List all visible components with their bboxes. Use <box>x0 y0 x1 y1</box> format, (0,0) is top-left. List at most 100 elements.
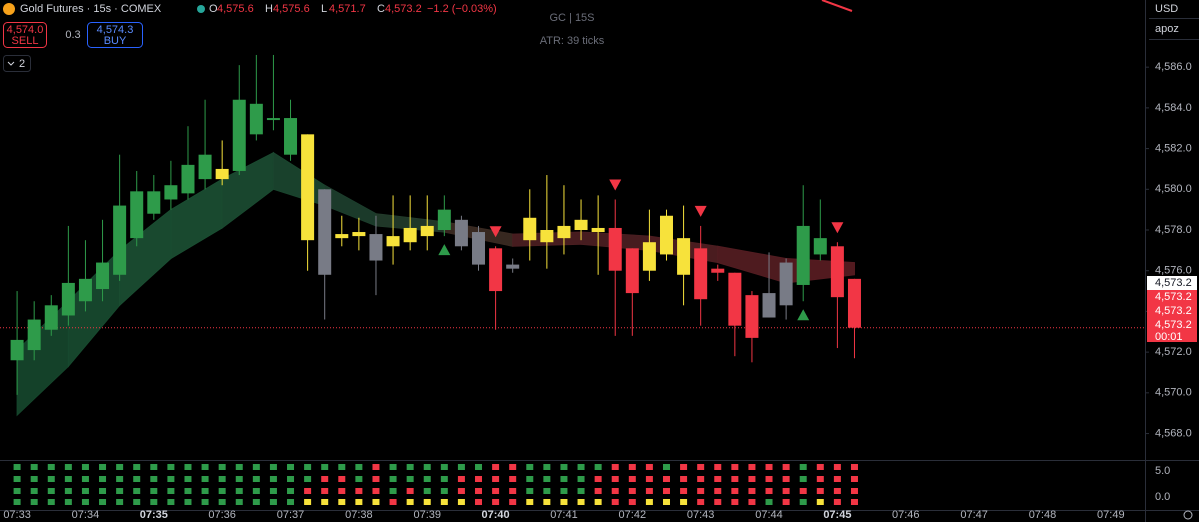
indicator-dot <box>594 476 602 482</box>
indicators-toggle[interactable] <box>3 55 31 72</box>
x-tick-label: 07:45 <box>823 509 851 521</box>
indicator-dot <box>440 488 448 494</box>
indicator-dot <box>201 499 209 505</box>
indicator-dot <box>543 488 551 494</box>
indicator-dot <box>850 464 858 470</box>
indicator-dot <box>543 476 551 482</box>
indicator-dot <box>372 476 380 482</box>
indicator-dot <box>30 464 38 470</box>
indicator-dot <box>116 476 124 482</box>
indicator-dot <box>509 488 517 494</box>
indicator-dot <box>81 488 89 494</box>
y-tick-label: 4,580.0 <box>1155 183 1192 195</box>
candle-body <box>762 293 776 318</box>
buy-button[interactable] <box>87 22 143 48</box>
candle-body <box>215 168 229 180</box>
indicator-dot <box>201 476 209 482</box>
indicator-dot <box>577 476 585 482</box>
indicator-dot <box>782 476 790 482</box>
indicator-dot <box>235 476 243 482</box>
indicator-dot <box>150 499 158 505</box>
indicator-dot <box>714 464 722 470</box>
indicator-dot <box>47 464 55 470</box>
candle-body <box>659 215 673 255</box>
indicator-dot <box>150 464 158 470</box>
currency[interactable]: USD <box>1155 3 1178 15</box>
indicator-dot <box>680 488 688 494</box>
indicator-dot <box>645 464 653 470</box>
indicator-dot <box>748 464 756 470</box>
candle-body <box>284 118 298 155</box>
indicator-dot <box>133 464 141 470</box>
candle-body <box>472 232 486 265</box>
indicator-dot <box>731 488 739 494</box>
indicator-dot <box>799 499 807 505</box>
indicator-dot <box>235 488 243 494</box>
indicator-dot <box>423 488 431 494</box>
indicator-dot <box>799 476 807 482</box>
ohlc-value: 4,571.7 <box>329 3 366 15</box>
indicator-dot <box>13 464 21 470</box>
indicator-dot <box>509 499 517 505</box>
indicator-dot <box>252 488 260 494</box>
indicator-dot <box>30 499 38 505</box>
indicator-dot <box>560 464 568 470</box>
indicator-dot <box>338 476 346 482</box>
indicator-dot <box>423 499 431 505</box>
indicator-dot <box>782 464 790 470</box>
price-label: 4,573.2 <box>1155 319 1192 331</box>
indicator-dot <box>389 488 397 494</box>
candle-body <box>728 272 742 326</box>
chart-subtitle: ATR: 39 ticks <box>540 35 605 47</box>
symbol-title[interactable]: Gold Futures · 15s · COMEX <box>20 3 162 15</box>
indicator-dot <box>475 488 483 494</box>
indicator-dot <box>765 488 773 494</box>
indicator-dot <box>611 488 619 494</box>
indicator-dot <box>64 488 72 494</box>
y-tick-label: 4,586.0 <box>1155 61 1192 73</box>
indicator-dot <box>269 476 277 482</box>
candle-body <box>249 103 263 135</box>
status-dot <box>197 5 205 13</box>
indicator-dot <box>782 488 790 494</box>
ohlc-key: O <box>209 3 218 15</box>
indicator-dot <box>372 464 380 470</box>
y-tick-label: 4,568.0 <box>1155 427 1192 439</box>
sell-label: SELL <box>12 35 39 47</box>
indicator-dot <box>680 499 688 505</box>
indicator-dot <box>13 488 21 494</box>
indicator-dot <box>475 476 483 482</box>
chart-title: GC | 15S <box>549 12 594 24</box>
price-label: 00:01 <box>1155 331 1183 343</box>
indicator-dot <box>577 488 585 494</box>
signal-down <box>609 179 622 191</box>
settings-icon[interactable] <box>1183 510 1193 520</box>
sell-button[interactable] <box>3 22 47 48</box>
price-label-box <box>1147 290 1197 304</box>
indicator-dot <box>714 499 722 505</box>
indicator-dot <box>594 499 602 505</box>
y-tick-label: 4,576.0 <box>1155 265 1192 277</box>
candle-body <box>711 268 725 273</box>
indicator-dot <box>47 499 55 505</box>
indicator-dot <box>81 464 89 470</box>
price-label: 4,573.2 <box>1155 291 1192 303</box>
indicator-dot <box>577 464 585 470</box>
indicator-dot <box>833 488 841 494</box>
indicator-dot <box>697 499 705 505</box>
signal-up <box>797 309 810 321</box>
indicator-dot <box>13 499 21 505</box>
indicator-dot <box>235 499 243 505</box>
indicator-dot <box>99 464 107 470</box>
indicator-dot <box>406 499 414 505</box>
candle-body <box>147 191 161 214</box>
indicator-dot <box>252 464 260 470</box>
indicator-dot <box>201 464 209 470</box>
indicator-dot <box>269 488 277 494</box>
indicator-dot <box>116 488 124 494</box>
indicator-dot <box>457 476 465 482</box>
candle-body <box>745 295 759 338</box>
unit[interactable]: apoz <box>1155 23 1179 35</box>
indicator-dot <box>765 464 773 470</box>
